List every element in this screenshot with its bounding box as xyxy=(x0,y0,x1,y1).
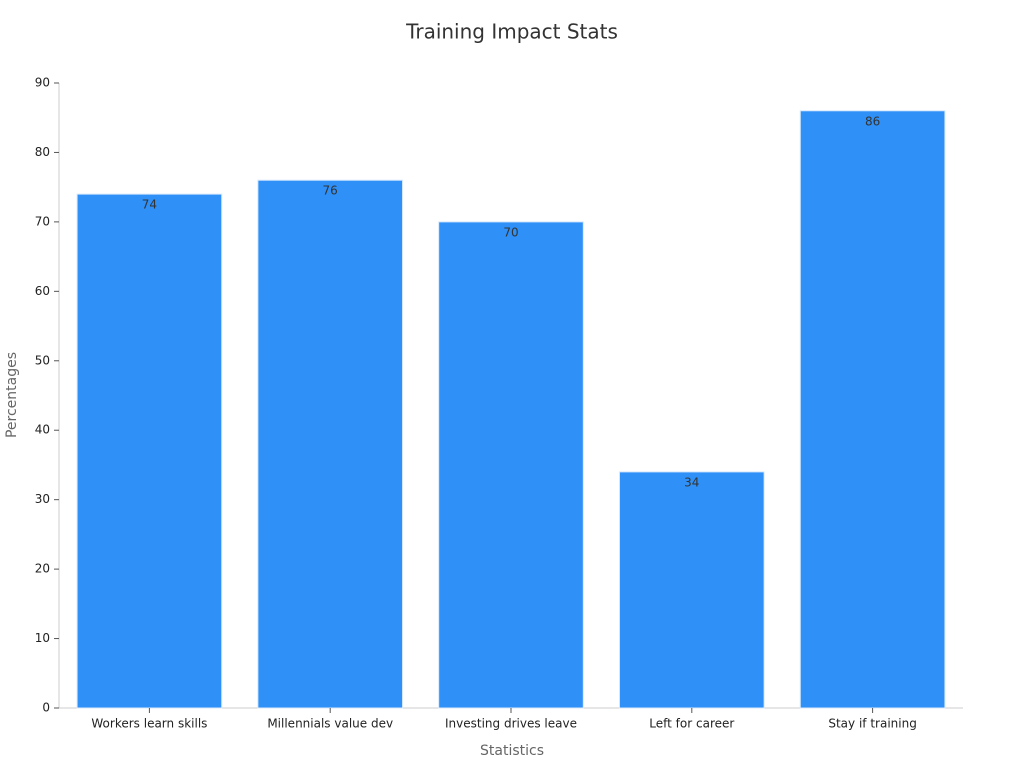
y-tick-label: 20 xyxy=(35,562,50,576)
y-tick-label: 60 xyxy=(35,284,50,298)
data-label: 34 xyxy=(684,475,699,489)
x-tick-label: Workers learn skills xyxy=(91,717,207,731)
data-label: 76 xyxy=(323,184,338,198)
bar xyxy=(799,110,946,709)
y-tick-label: 0 xyxy=(42,701,50,715)
y-tick-label: 80 xyxy=(35,145,50,159)
x-axis-label: Statistics xyxy=(480,743,544,759)
bar xyxy=(438,221,584,709)
data-label: 86 xyxy=(865,114,880,128)
y-tick-label: 30 xyxy=(35,492,50,506)
y-axis-label: Percentages xyxy=(4,352,20,438)
data-label: 74 xyxy=(142,198,157,212)
chart-title: Training Impact Stats xyxy=(405,20,618,44)
y-tick-label: 50 xyxy=(35,353,50,367)
bar xyxy=(76,193,223,709)
x-tick-label: Investing drives leave xyxy=(445,717,577,731)
x-tick-label: Millennials value dev xyxy=(267,717,393,731)
bar xyxy=(257,179,404,709)
x-tick-label: Stay if training xyxy=(828,717,916,731)
y-tick-label: 40 xyxy=(35,423,50,437)
y-tick-label: 90 xyxy=(35,76,50,90)
x-tick-label: Left for career xyxy=(649,717,734,731)
bar xyxy=(618,471,765,709)
y-tick-label: 70 xyxy=(35,214,50,228)
data-label: 70 xyxy=(503,225,518,239)
y-tick-label: 10 xyxy=(35,631,50,645)
